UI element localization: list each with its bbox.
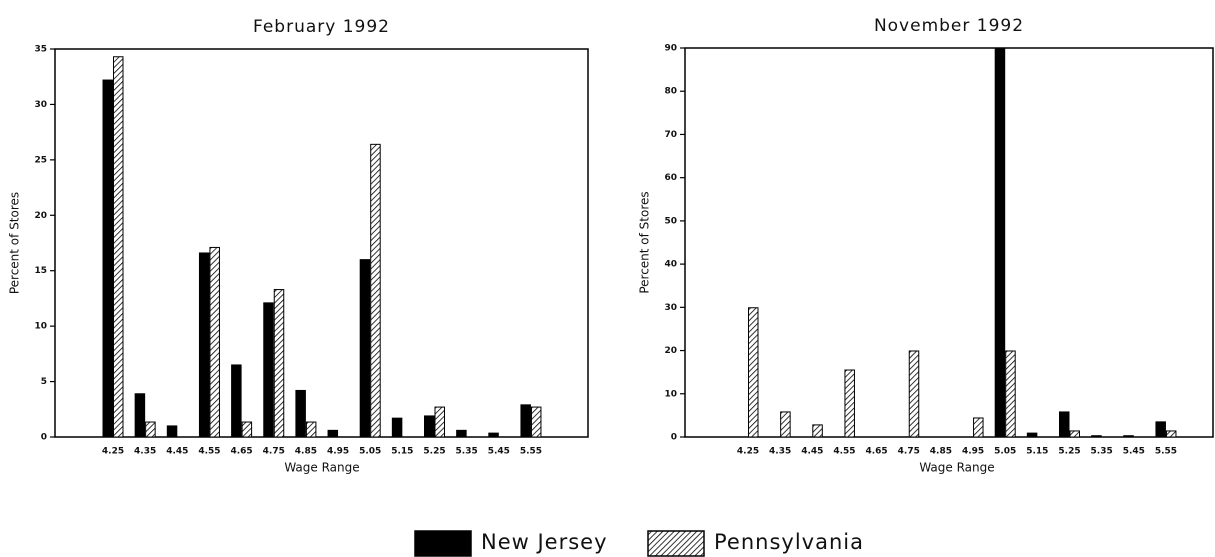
bar xyxy=(844,369,855,438)
x-tick-label: 4.75 xyxy=(263,447,285,457)
x-tick-label: 5.05 xyxy=(359,447,381,457)
x-tick-label: 4.65 xyxy=(230,447,252,457)
x-tick-label: 5.45 xyxy=(488,447,510,457)
bar xyxy=(488,432,499,438)
bar xyxy=(520,404,531,438)
bar xyxy=(908,350,920,438)
bar xyxy=(391,417,403,438)
y-axis-label: Percent of Stores xyxy=(8,192,22,294)
x-tick-label: 4.85 xyxy=(930,447,952,457)
x-tick-label: 5.05 xyxy=(994,447,1016,457)
y-tick-label: 50 xyxy=(664,216,677,226)
x-tick-label: 5.25 xyxy=(1058,447,1080,457)
x-tick-label: 5.15 xyxy=(391,447,413,457)
y-tick-label: 5 xyxy=(41,377,47,387)
x-tick-label: 4.85 xyxy=(295,447,317,457)
bar xyxy=(994,47,1006,438)
bar xyxy=(812,424,823,438)
x-tick-label: 4.95 xyxy=(327,447,349,457)
x-tick-label: 4.35 xyxy=(134,447,156,457)
bar xyxy=(1005,350,1016,438)
x-tick-label: 5.35 xyxy=(456,447,478,457)
bar xyxy=(273,289,285,438)
bar xyxy=(370,143,381,438)
bar xyxy=(198,252,210,438)
x-tick-label: 4.95 xyxy=(962,447,984,457)
bar xyxy=(166,425,178,438)
bar xyxy=(305,421,317,438)
bar xyxy=(113,56,124,438)
bar xyxy=(327,429,339,438)
x-tick-label: 5.45 xyxy=(1123,447,1145,457)
plot-frame xyxy=(54,48,589,438)
y-tick-label: 30 xyxy=(664,303,677,313)
bar xyxy=(295,389,306,438)
x-tick-label: 4.65 xyxy=(865,447,887,457)
legend-label: Pennsylvania xyxy=(714,530,864,554)
x-tick-label: 5.55 xyxy=(520,447,542,457)
chart-title: November 1992 xyxy=(874,16,1024,36)
x-tick-label: 4.25 xyxy=(102,447,124,457)
bar xyxy=(102,79,113,438)
y-tick-label: 30 xyxy=(34,100,47,110)
x-tick-label: 4.45 xyxy=(801,447,823,457)
y-tick-label: 70 xyxy=(664,130,677,140)
bar xyxy=(973,417,984,438)
x-tick-label: 4.55 xyxy=(833,447,855,457)
bar xyxy=(209,246,220,438)
bar xyxy=(1069,430,1080,438)
x-tick-label: 5.25 xyxy=(423,447,445,457)
bar xyxy=(145,421,156,438)
x-tick-label: 4.55 xyxy=(198,447,220,457)
y-tick-label: 15 xyxy=(34,266,47,276)
bar xyxy=(424,415,435,438)
bar xyxy=(359,259,371,438)
plot-frame xyxy=(684,47,1214,438)
y-tick-label: 20 xyxy=(664,346,677,356)
bar xyxy=(1165,430,1177,438)
bar xyxy=(231,364,242,438)
legend-swatch xyxy=(414,530,472,557)
x-axis-label: Wage Range xyxy=(919,461,994,475)
y-tick-label: 90 xyxy=(664,44,677,54)
y-tick-label: 40 xyxy=(664,260,677,270)
y-tick-label: 60 xyxy=(664,173,677,183)
bar xyxy=(1026,432,1038,438)
bar xyxy=(748,307,759,438)
y-tick-label: 35 xyxy=(34,45,47,55)
y-tick-label: 25 xyxy=(34,155,47,165)
bar xyxy=(434,406,445,438)
x-tick-label: 5.15 xyxy=(1026,447,1048,457)
bar xyxy=(263,302,274,438)
bar xyxy=(780,411,791,438)
x-tick-label: 5.35 xyxy=(1091,447,1113,457)
x-tick-label: 4.25 xyxy=(737,447,759,457)
y-tick-label: 80 xyxy=(664,87,677,97)
chart-title: February 1992 xyxy=(253,17,390,37)
bar xyxy=(241,421,253,438)
legend-label: New Jersey xyxy=(481,530,608,554)
bar xyxy=(1123,435,1134,438)
y-tick-label: 0 xyxy=(41,433,47,443)
bar xyxy=(1059,411,1070,438)
bar xyxy=(1091,435,1102,438)
x-axis-label: Wage Range xyxy=(284,461,359,475)
y-tick-label: 10 xyxy=(34,322,47,332)
y-tick-label: 20 xyxy=(34,211,47,221)
x-tick-label: 4.35 xyxy=(769,447,791,457)
bar xyxy=(530,406,542,438)
bar xyxy=(134,393,146,438)
legend-swatch xyxy=(647,530,705,557)
y-tick-label: 10 xyxy=(664,389,677,399)
bar xyxy=(456,429,467,438)
y-tick-label: 0 xyxy=(671,433,677,443)
y-axis-label: Percent of Stores xyxy=(638,191,652,293)
x-tick-label: 5.55 xyxy=(1155,447,1177,457)
x-tick-label: 4.45 xyxy=(166,447,188,457)
x-tick-label: 4.75 xyxy=(898,447,920,457)
bar xyxy=(1155,421,1166,438)
